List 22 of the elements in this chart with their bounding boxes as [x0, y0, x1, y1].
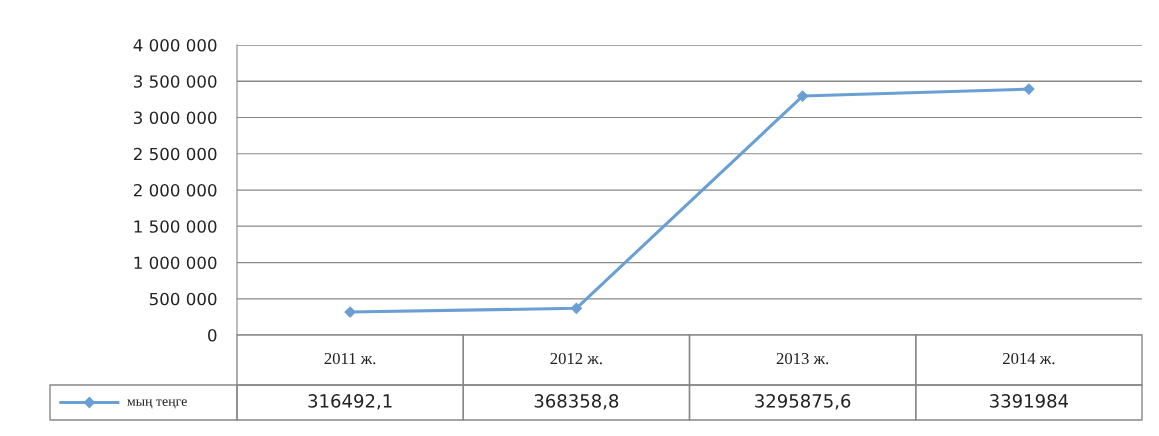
data-label: 368358,8	[534, 394, 619, 410]
y-tick-label: 500 000	[149, 292, 217, 306]
y-tick-label: 3 500 000	[134, 75, 217, 88]
x-tick-label: 2011 ж.	[324, 352, 376, 365]
data-label: 3295875,6	[755, 394, 851, 410]
data-label: 316492,1	[308, 394, 392, 410]
legend-label: мың теңге	[127, 399, 187, 409]
point	[797, 90, 809, 102]
y-tick-label: 2 000 000	[133, 183, 217, 197]
y-tick-label: 1 000 000	[134, 256, 217, 270]
y-tick-label: 3 000 000	[134, 111, 217, 125]
point	[570, 302, 582, 314]
y-tick-label: 4 000 000	[133, 38, 217, 52]
data-label: 3391984	[990, 394, 1069, 408]
x-tick-label: 2013 ж.	[776, 352, 829, 365]
x-tick-label: 2012 ж.	[550, 352, 602, 365]
x-tick-label: 2014 ж.	[1003, 352, 1055, 365]
y-tick-label: 1 500 000	[134, 220, 217, 233]
y-tick-label: 0	[208, 328, 217, 342]
y-tick-label: 2 500 000	[133, 147, 217, 161]
point	[1023, 83, 1035, 95]
point	[344, 306, 356, 318]
